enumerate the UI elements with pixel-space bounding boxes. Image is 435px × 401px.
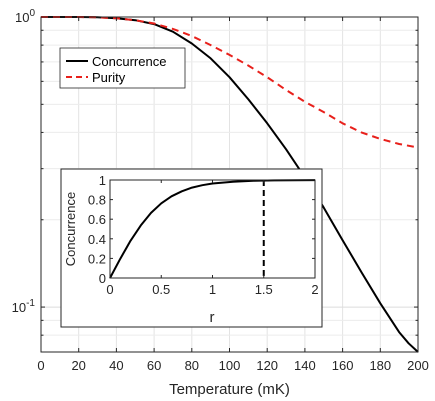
inset-y-tick-label: 0.6 xyxy=(88,212,106,227)
inset-y-tick-label: 0.4 xyxy=(88,232,106,247)
main-x-tick-label: 0 xyxy=(37,358,44,373)
inset-background xyxy=(60,168,323,328)
inset-y-tick-label: 0.2 xyxy=(88,251,106,266)
main-x-tick-label: 200 xyxy=(407,358,429,373)
inset-panel: 0 0.5 1 1.5 2 0 0.2 0.4 0.6 0.8 1 r Concurrence xyxy=(60,168,323,328)
inset-y-tick-label: 0.8 xyxy=(88,193,106,208)
legend: Concurrence Purity xyxy=(59,47,186,89)
inset-y-tick-label: 1 xyxy=(99,173,106,188)
main-x-tick-label: 60 xyxy=(147,358,161,373)
legend-label-purity: Purity xyxy=(92,70,126,85)
main-x-tick-label: 20 xyxy=(71,358,85,373)
inset-x-tick-label: 0 xyxy=(106,282,113,297)
series-purity-line xyxy=(41,16,419,149)
inset-y-tick-label: 0 xyxy=(99,271,106,286)
inset-ticks: 0 0.5 1 1.5 2 0 0.2 0.4 0.6 0.8 1 xyxy=(88,173,319,297)
legend-label-concurrence: Concurrence xyxy=(92,54,166,69)
main-x-tick-label: 180 xyxy=(369,358,391,373)
main-series-group xyxy=(41,16,419,353)
inset-x-tick-label: 1.5 xyxy=(255,282,273,297)
inset-x-axis-label: r xyxy=(210,309,215,326)
inset-x-tick-label: 0.5 xyxy=(152,282,170,297)
legend-box xyxy=(59,47,186,89)
main-x-tick-label: 100 xyxy=(219,358,241,373)
inset-y-axis-label: Concurrence xyxy=(63,192,78,266)
main-y-tick-label: 10-1 xyxy=(12,298,36,315)
inset-x-tick-label: 1 xyxy=(209,282,216,297)
main-x-axis-label: Temperature (mK) xyxy=(169,381,290,398)
main-y-tick-label: 100 xyxy=(15,8,35,25)
main-x-tick-label: 80 xyxy=(185,358,199,373)
main-x-tick-label: 40 xyxy=(109,358,123,373)
inset-x-tick-label: 2 xyxy=(311,282,318,297)
main-x-tick-label: 140 xyxy=(294,358,316,373)
main-x-tick-label: 120 xyxy=(256,358,278,373)
main-x-tick-label: 160 xyxy=(332,358,354,373)
